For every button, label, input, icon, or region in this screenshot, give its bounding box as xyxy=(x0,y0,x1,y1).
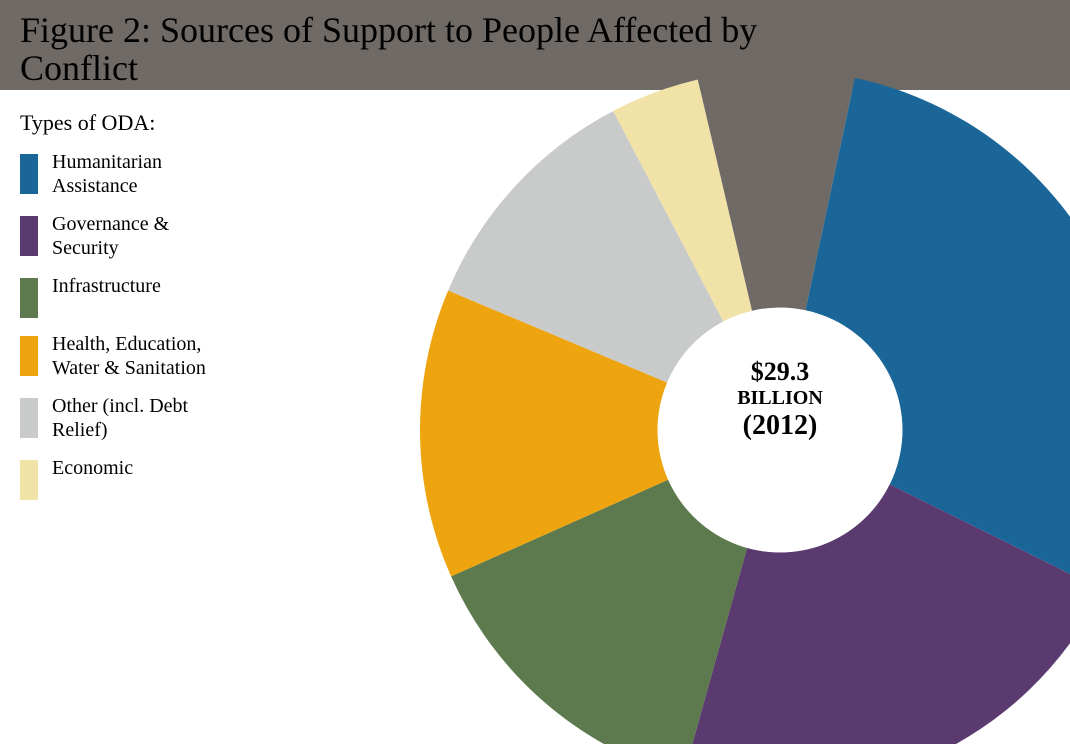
legend-swatch xyxy=(20,216,38,256)
legend-swatch xyxy=(20,398,38,438)
legend-swatch xyxy=(20,278,38,318)
legend-label: Infrastructure xyxy=(52,274,161,298)
legend-label: Governance &Security xyxy=(52,212,169,260)
legend-swatch xyxy=(20,154,38,194)
legend-label: Economic xyxy=(52,456,133,480)
legend-label: Health, Education,Water & Sanitation xyxy=(52,332,206,380)
legend-title: Types of ODA: xyxy=(20,110,340,136)
legend-label: Other (incl. DebtRelief) xyxy=(52,394,188,442)
legend-item: HumanitarianAssistance xyxy=(20,150,340,198)
legend-item: Health, Education,Water & Sanitation xyxy=(20,332,340,380)
legend-swatch xyxy=(20,460,38,500)
legend-item: Governance &Security xyxy=(20,212,340,260)
pie-chart: $29.3 BILLION (2012) xyxy=(360,0,1070,744)
legend-swatch xyxy=(20,336,38,376)
legend-item: Economic xyxy=(20,456,340,500)
legend-item: Other (incl. DebtRelief) xyxy=(20,394,340,442)
legend: Types of ODA: HumanitarianAssistance Gove… xyxy=(20,110,340,514)
donut-hole xyxy=(658,308,903,553)
legend-item: Infrastructure xyxy=(20,274,340,318)
legend-label: HumanitarianAssistance xyxy=(52,150,162,198)
